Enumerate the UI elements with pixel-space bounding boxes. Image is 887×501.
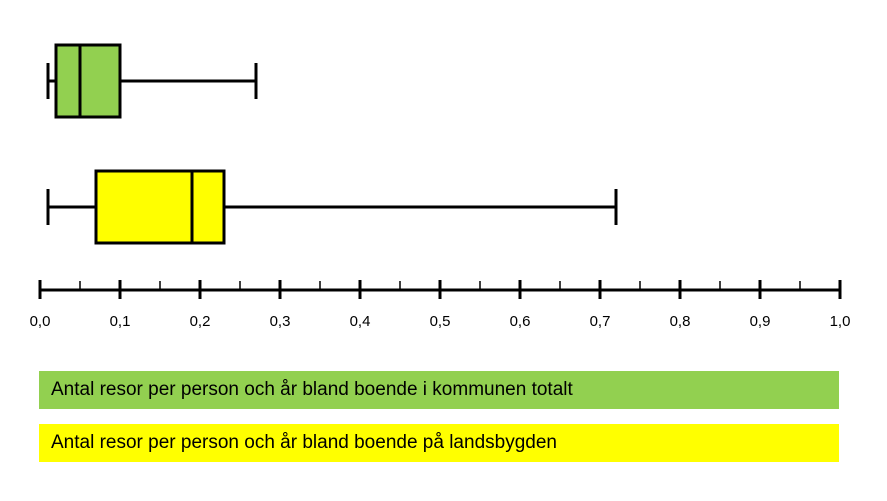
tick-label: 0,8 xyxy=(670,313,691,330)
box-iqr xyxy=(54,43,122,119)
tick-label: 0,7 xyxy=(590,313,611,330)
tick-label: 0,2 xyxy=(190,313,211,330)
legend-label-kommunen-totalt: Antal resor per person och år bland boen… xyxy=(51,379,573,400)
tick-label: 0,1 xyxy=(110,313,131,330)
tick-label: 0,0 xyxy=(30,313,51,330)
box-iqr xyxy=(94,169,226,245)
x-axis: 0,0 0,1 0,2 0,3 0,4 0,5 0,6 0,7 0,8 0,9 1,0 xyxy=(30,280,851,330)
tick-label: 1,0 xyxy=(830,313,851,330)
legend-item-kommunen-totalt: Antal resor per person och år bland boen… xyxy=(39,371,839,409)
tick-label: 0,6 xyxy=(510,313,531,330)
box-series-0 xyxy=(46,43,258,119)
box-series-group xyxy=(46,43,618,245)
tick-label: 0,4 xyxy=(350,313,371,330)
tick-label: 0,5 xyxy=(430,313,451,330)
tick-label: 0,3 xyxy=(270,313,291,330)
legend-label-landsbygden: Antal resor per person och år bland boen… xyxy=(51,432,557,453)
box-series-1 xyxy=(46,169,618,245)
legend-item-landsbygden: Antal resor per person och år bland boen… xyxy=(39,424,839,462)
tick-label: 0,9 xyxy=(750,313,771,330)
